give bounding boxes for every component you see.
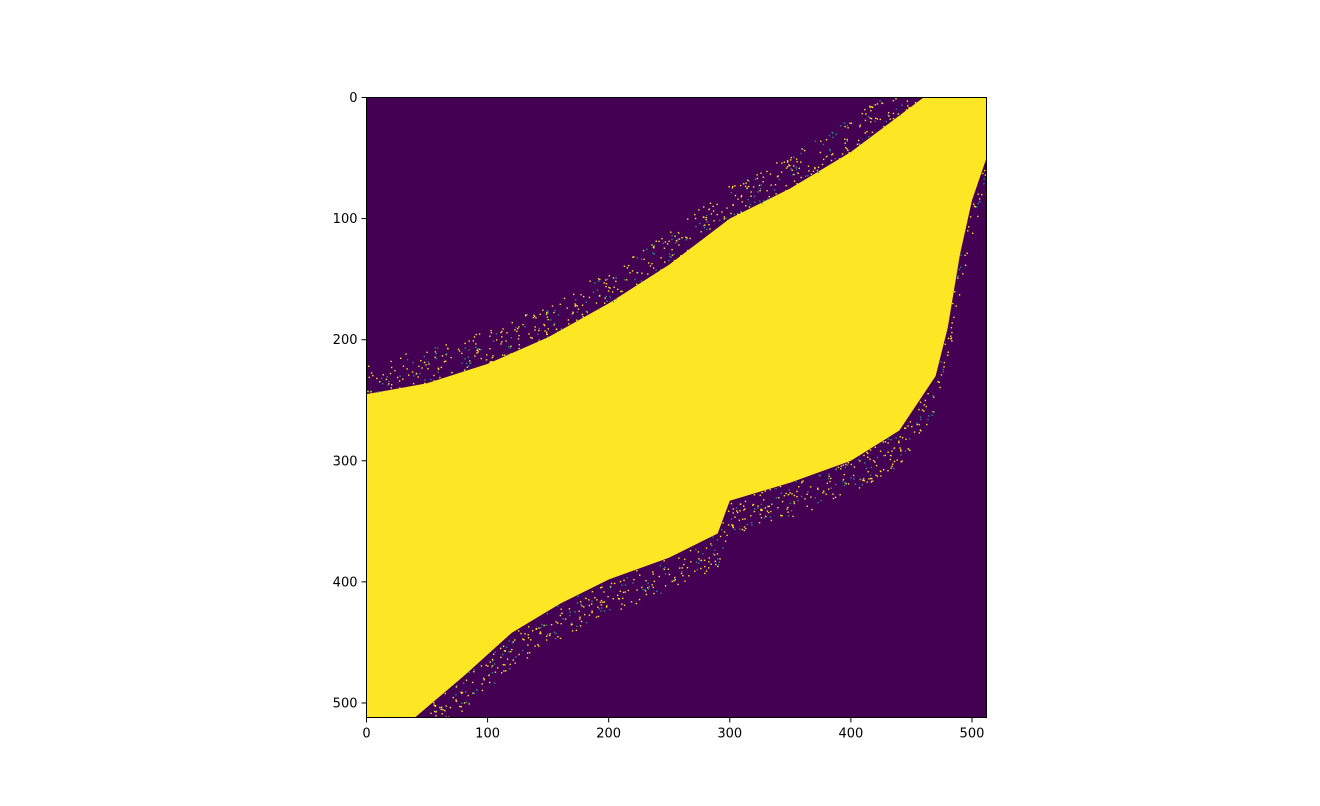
x-tick-label: 200 [596, 727, 621, 742]
x-tick-label: 400 [838, 727, 863, 742]
y-tick-label: 500 [333, 696, 358, 711]
y-tick-label: 0 [349, 91, 357, 106]
y-tick-label: 100 [333, 212, 358, 227]
axes: 0 100 200 300 400 500 0 100 200 300 400 500 [333, 91, 987, 742]
x-tick-label: 0 [362, 727, 370, 742]
plot-area [366, 97, 987, 718]
y-tick-label: 200 [333, 333, 358, 348]
x-tick-label: 100 [475, 727, 500, 742]
heatmap-band-region [366, 97, 987, 718]
y-tick-label: 300 [333, 454, 358, 469]
x-tick-label: 500 [960, 727, 985, 742]
y-tick-label: 400 [333, 575, 358, 590]
x-tick-label: 300 [717, 727, 742, 742]
axes-frame [366, 97, 987, 718]
